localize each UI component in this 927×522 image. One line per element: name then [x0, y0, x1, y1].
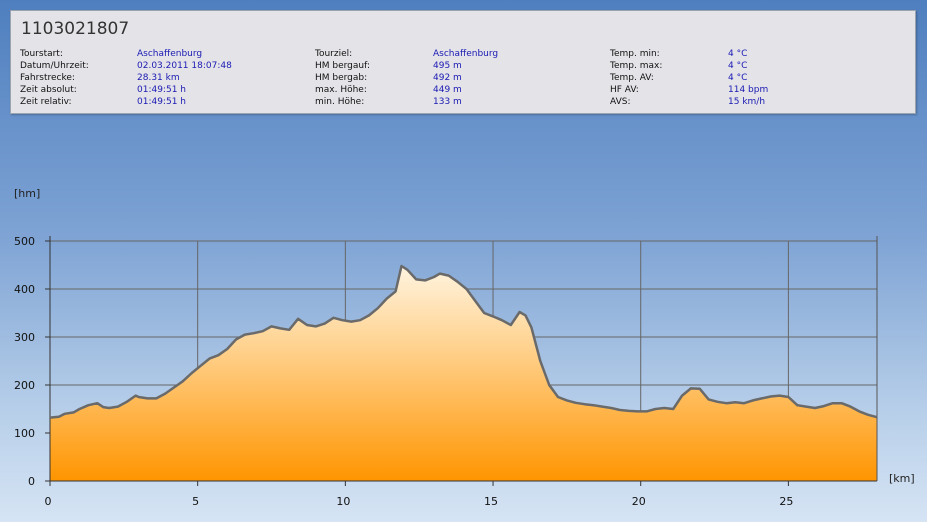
- tour-id: 1103021807: [21, 19, 130, 39]
- info-row: Datum/Uhrzeit: 02.03.2011 18:07:48: [20, 60, 310, 72]
- info-row: Fahrstrecke: 28.31 km: [20, 72, 310, 84]
- tick-labels: 0 100 200 300 400 500 0 5 10 15 20 25: [14, 235, 793, 508]
- y-tick-label: 200: [14, 379, 35, 392]
- info-row: Temp. min: 4 °C: [610, 48, 900, 60]
- info-label: Datum/Uhrzeit:: [20, 61, 89, 71]
- info-label: Zeit relativ:: [20, 97, 72, 107]
- x-tick-label: 20: [632, 495, 646, 508]
- info-label: Temp. AV:: [610, 73, 654, 83]
- info-value: 449 m: [433, 85, 462, 95]
- info-row: HM bergauf: 495 m: [315, 60, 605, 72]
- tour-info-panel: 1103021807 Tourstart: Aschaffenburg Datum…: [10, 10, 916, 114]
- y-tick-label: 400: [14, 283, 35, 296]
- elevation-area: [50, 266, 877, 481]
- x-tick-label: 5: [192, 495, 199, 508]
- y-tick-label: 300: [14, 331, 35, 344]
- info-value: 4 °C: [728, 61, 748, 71]
- info-value: 01:49:51 h: [137, 97, 186, 107]
- info-row: Zeit relativ: 01:49:51 h: [20, 96, 310, 108]
- y-axis-unit: [hm]: [14, 187, 40, 200]
- info-row: Temp. AV: 4 °C: [610, 72, 900, 84]
- x-tick-label: 25: [779, 495, 793, 508]
- info-value: 4 °C: [728, 49, 748, 59]
- info-value: 133 m: [433, 97, 462, 107]
- info-row: min. Höhe: 133 m: [315, 96, 605, 108]
- info-row: AVS: 15 km/h: [610, 96, 900, 108]
- info-label: Temp. min:: [610, 49, 660, 59]
- info-value: 15 km/h: [728, 97, 766, 107]
- x-tick-label: 10: [336, 495, 350, 508]
- info-value: Aschaffenburg: [137, 49, 203, 59]
- info-row: Tourstart: Aschaffenburg: [20, 48, 310, 60]
- info-column-route: Tourziel: Aschaffenburg HM bergauf: 495 m …: [315, 48, 605, 108]
- info-label: Temp. max:: [610, 61, 663, 71]
- info-row: Zeit absolut: 01:49:51 h: [20, 84, 310, 96]
- info-label: HF AV:: [610, 85, 639, 95]
- info-label: min. Höhe:: [315, 97, 365, 107]
- y-tick-label: 500: [14, 235, 35, 248]
- y-tick-label: 100: [14, 427, 35, 440]
- info-row: Tourziel: Aschaffenburg: [315, 48, 605, 60]
- info-value: 495 m: [433, 61, 462, 71]
- info-row: HM bergab: 492 m: [315, 72, 605, 84]
- info-value: 492 m: [433, 73, 462, 83]
- info-value: 4 °C: [728, 73, 748, 83]
- info-row: HF AV: 114 bpm: [610, 84, 900, 96]
- info-value: Aschaffenburg: [433, 49, 499, 59]
- axes: [45, 236, 878, 486]
- info-label: max. Höhe:: [315, 85, 367, 95]
- info-value: 28.31 km: [137, 73, 180, 83]
- info-row: Temp. max: 4 °C: [610, 60, 900, 72]
- info-value: 02.03.2011 18:07:48: [137, 61, 232, 71]
- x-tick-label: 0: [45, 495, 52, 508]
- info-column-stats: Temp. min: 4 °C Temp. max: 4 °C Temp. AV: 4…: [610, 48, 900, 108]
- elevation-line: [49, 264, 878, 419]
- info-label: AVS:: [610, 97, 631, 107]
- info-label: HM bergauf:: [315, 61, 370, 71]
- info-value: 114 bpm: [728, 85, 769, 95]
- info-column-start: Tourstart: Aschaffenburg Datum/Uhrzeit: 02…: [20, 48, 310, 108]
- info-label: Zeit absolut:: [20, 85, 77, 95]
- info-label: Tourziel:: [315, 49, 353, 59]
- y-tick-label: 0: [28, 475, 35, 488]
- x-axis-unit: [km]: [889, 472, 915, 485]
- info-label: HM bergab:: [315, 73, 368, 83]
- info-label: Tourstart:: [20, 49, 63, 59]
- info-row: max. Höhe: 449 m: [315, 84, 605, 96]
- info-value: 01:49:51 h: [137, 85, 186, 95]
- x-tick-label: 15: [484, 495, 498, 508]
- info-label: Fahrstrecke:: [20, 73, 75, 83]
